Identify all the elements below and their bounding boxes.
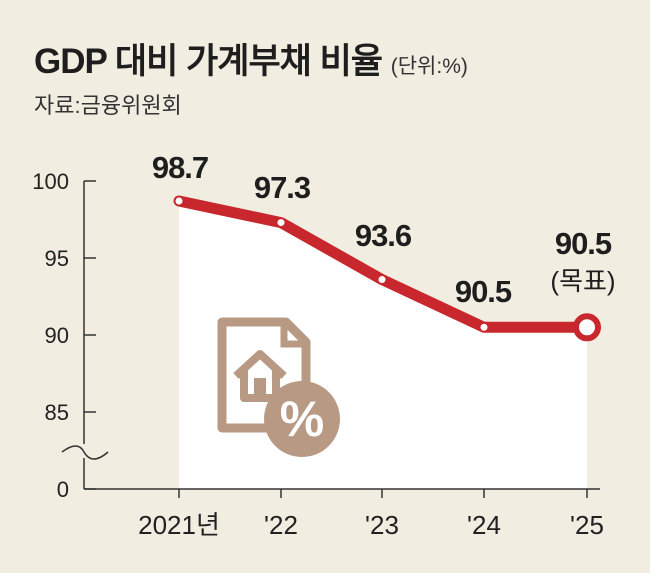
chart-title-text: GDP 대비 가계부채 비율 [34, 42, 383, 81]
y-tick-label: 85 [45, 400, 69, 425]
y-tick-label: 95 [45, 246, 69, 271]
y-tick-label: 0 [57, 477, 69, 502]
document-fold [280, 324, 304, 348]
x-tick-label: 2021년 [138, 510, 220, 540]
x-tick-label: '25 [570, 510, 604, 540]
y-tick-label: 90 [45, 323, 69, 348]
data-point [573, 313, 601, 342]
house-door [254, 378, 266, 398]
data-point [378, 276, 386, 284]
data-label: 93.6 [355, 218, 412, 253]
data-point [175, 197, 183, 205]
chart-title: GDP 대비 가계부채 비율 (단위:%) [34, 33, 468, 84]
data-point [480, 323, 488, 331]
house-document-percent-icon: % [217, 317, 340, 457]
x-tick-label: '22 [264, 510, 298, 540]
x-tick-label: '24 [467, 510, 501, 540]
y-axis-break [61, 445, 109, 460]
y-tick-label: 100 [32, 169, 69, 194]
data-annotation: (목표) [550, 266, 615, 296]
data-label: 97.3 [254, 170, 311, 205]
percent-glyph: % [280, 391, 324, 447]
unit-label: (단위:%) [390, 55, 468, 78]
data-label: 98.7 [152, 150, 208, 185]
source-label: 자료:금융위원회 [34, 93, 182, 118]
data-label: 90.5 [555, 226, 612, 261]
data-label: 90.5 [455, 274, 512, 309]
data-point [277, 219, 285, 227]
percent-badge [264, 381, 340, 457]
x-tick-label: '23 [365, 510, 399, 540]
